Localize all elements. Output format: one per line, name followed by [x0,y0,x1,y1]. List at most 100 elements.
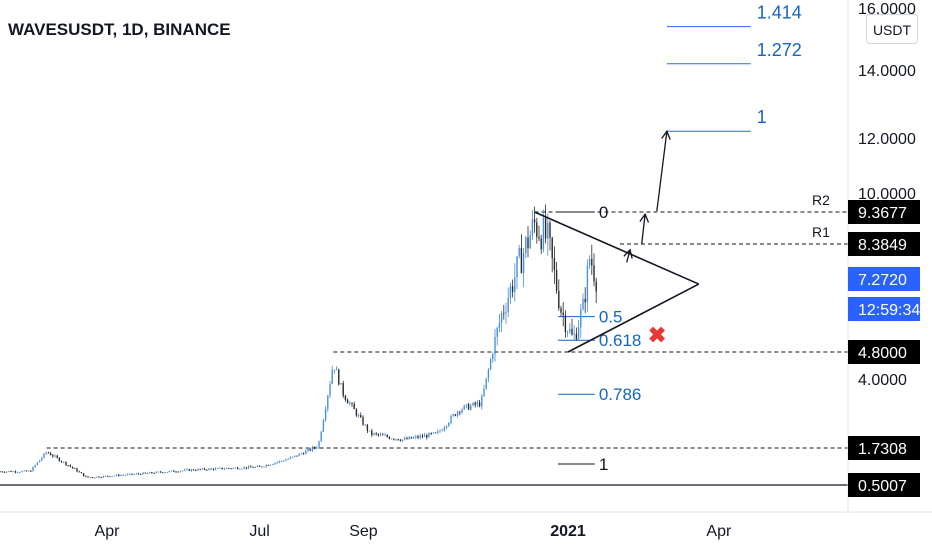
candle-body [346,399,349,404]
candle-body [573,333,575,335]
candle-body [463,405,465,410]
candle-body [467,404,470,410]
candle-body [56,455,58,458]
candle-body [313,447,316,448]
candle-body [49,453,52,456]
candle-body [287,458,289,460]
price-tag-label: 0.5007 [858,478,907,495]
candle-body [192,469,195,471]
candle-body [179,470,182,472]
candle-body [8,471,10,472]
candle-body [96,476,98,478]
candle-body [448,422,450,426]
candle-body [5,471,8,473]
candle-body [507,298,509,312]
candle-body [591,258,593,266]
candle-body [470,405,472,410]
candle-body [494,336,496,354]
candle-body [514,277,516,292]
candle-body [309,448,311,451]
candle-body [525,237,527,253]
candle-body [549,222,551,238]
candle-body [199,468,201,470]
candle-body [140,473,142,475]
candle-body [404,438,406,440]
candle-body [390,438,393,440]
candle-body [19,472,21,473]
arrow-head [623,248,633,259]
candle-body [34,465,36,467]
candle-body [170,470,173,472]
candle-body [195,470,197,472]
candle-body [135,473,138,475]
candle-body [283,460,285,462]
candle-body [153,473,155,474]
candle-body [421,435,424,437]
candle-body [12,471,14,473]
candle-body [85,476,87,477]
candle-body [164,472,166,474]
candle-body [212,468,215,470]
candle-body [395,439,397,440]
candle-body [481,396,483,407]
candle-body [487,369,490,379]
candle-body [243,467,245,469]
price-tick-label: 14.0000 [858,63,916,80]
candle-body [256,466,259,467]
candle-body [104,475,107,477]
candle-body [98,476,100,478]
candle-body [267,465,270,466]
fib-label: 0.786 [599,385,642,404]
candle-body [454,414,457,416]
candle-body [52,455,54,457]
candle-body [474,402,476,405]
arrow-line [626,249,631,263]
currency-badge[interactable]: USDT [866,14,918,44]
candle-body [23,470,25,472]
candle-body [89,477,91,479]
candle-body [529,235,531,249]
fib-label: 1 [599,455,608,474]
candle-body [342,383,344,396]
level-lines: R2 R1 [0,192,848,486]
candle-body [329,383,331,396]
candle-body [25,470,28,472]
candle-body [168,471,171,473]
candle-body [397,439,399,441]
candle-body [16,472,19,474]
candle-body [472,402,474,406]
candle-body [159,471,162,473]
candle-body [65,461,67,466]
candle-body [349,403,351,405]
fib-label: 0 [599,203,608,222]
candle-body [338,369,340,385]
triangle-lower-line [567,283,700,353]
candle-body [318,441,320,448]
candle-body [536,222,538,237]
candle-body [478,402,481,407]
candle-body [190,469,193,471]
candle-body [320,431,322,442]
fib-levels: 0 0.5 0.618 0.786 1 [557,203,642,474]
candle-body [14,471,17,473]
candle-body [360,415,362,418]
candle-body [566,331,569,333]
candle-body [258,466,261,467]
candle-body [82,473,85,477]
candle-body [327,395,329,410]
candle-body [322,420,325,432]
candle-body [234,467,237,469]
candle-body [441,430,443,432]
candle-body [364,424,366,426]
level-name: R1 [812,224,830,240]
time-tick-label: 2021 [550,523,586,540]
candle-body [276,462,278,463]
candle-body [221,467,223,470]
candle-body [461,409,463,413]
candle-body [375,433,377,435]
candle-body [219,467,221,469]
candle-body [511,286,514,292]
candle-body [316,447,318,449]
candle-body [115,474,118,476]
